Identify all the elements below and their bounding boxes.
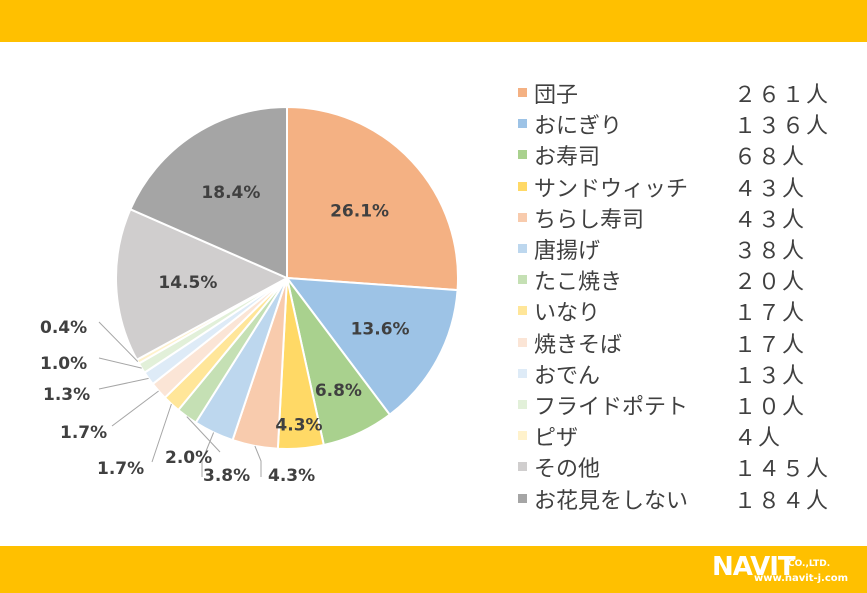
legend-label: フライドポテト — [534, 395, 689, 420]
leader-line — [186, 416, 221, 453]
legend-label: 団子 — [534, 83, 579, 108]
legend-swatch — [518, 493, 527, 503]
legend-count: ３８人 — [734, 239, 807, 264]
legend-count: １８４人 — [734, 488, 831, 514]
pie-slice — [284, 276, 459, 417]
legend-label: お寿司 — [534, 145, 601, 171]
legend-swatch — [518, 212, 527, 222]
leader-line — [151, 403, 172, 463]
legend-item: その他 １４５人 — [518, 450, 858, 483]
legend-item: たこ焼き ２０人 — [518, 263, 858, 296]
leader-line — [254, 445, 262, 477]
slice-percent-label: 1.0% — [40, 354, 87, 374]
legend-count: １０人 — [734, 395, 807, 420]
pie-slice — [286, 105, 459, 292]
legend-item: 団子 ２６１人 — [518, 76, 858, 108]
legend-item: 焼きそば １７人 — [518, 326, 858, 358]
legend-item: フライドポテト １０人 — [518, 388, 858, 420]
slice-percent-label: 13.6% — [351, 320, 410, 340]
slice-percent-label: 6.8% — [315, 381, 362, 401]
legend-swatch — [518, 368, 527, 378]
legend-swatch — [518, 119, 527, 129]
logo-url: www.navit-j.com — [754, 573, 849, 584]
legend-item: お寿司 ６８人 — [518, 138, 858, 171]
slice-percent-label: 14.5% — [158, 273, 217, 293]
legend-count: ４３人 — [734, 207, 807, 233]
slice-percent-label: 0.4% — [40, 318, 87, 338]
legend-item: ピザ ４人 — [518, 419, 858, 452]
pie-slice — [115, 207, 290, 362]
legend-label: 唐揚げ — [534, 239, 601, 264]
navit-logo: NAVIT CO.,LTD. www.navit-j.com — [712, 550, 862, 590]
slice-percent-label: 4.3% — [268, 466, 315, 486]
legend-swatch — [518, 181, 527, 191]
legend-label: その他 — [534, 457, 601, 483]
legend-item: いなり １７人 — [518, 294, 858, 327]
legend-swatch — [518, 275, 527, 285]
legend-item: おにぎり １３６人 — [518, 107, 858, 140]
leader-line — [201, 432, 215, 477]
slice-percent-label: 18.4% — [201, 183, 260, 203]
legend-item: おでん １３人 — [518, 357, 858, 389]
legend-count: １３６人 — [734, 114, 831, 140]
pie-slices — [115, 105, 459, 451]
leader-line — [98, 357, 142, 369]
legend-swatch — [518, 337, 527, 347]
leader-line — [98, 321, 139, 362]
legend-swatch — [518, 400, 527, 409]
logo-text: NAVIT — [712, 552, 796, 582]
legend-label: たこ焼き — [534, 270, 623, 296]
slice-percent-label: 3.8% — [203, 466, 250, 486]
leader-line — [111, 390, 159, 427]
slice-percent-label: 26.1% — [330, 201, 389, 221]
legend-swatch — [518, 88, 527, 97]
top-banner — [0, 0, 867, 42]
slice-percent-label: 2.0% — [165, 448, 212, 468]
slice-percent-label: 4.3% — [275, 416, 322, 436]
legend-label: サンドウィッチ — [534, 176, 689, 202]
legend-count: １４５人 — [734, 457, 831, 483]
legend-count: １７人 — [734, 332, 807, 358]
legend-swatch — [518, 150, 527, 160]
legend-swatch — [518, 306, 527, 316]
logo-suffix: CO.,LTD. — [788, 559, 831, 569]
legend-item: 唐揚げ ３８人 — [518, 232, 858, 264]
legend-label: いなり — [534, 301, 601, 327]
legend-swatch — [518, 431, 527, 441]
legend-count: ４３人 — [734, 176, 807, 202]
legend-label: ピザ — [534, 426, 579, 452]
legend-swatch — [518, 462, 527, 472]
legend-item: サンドウィッチ ４３人 — [518, 170, 858, 202]
legend-item: お花見をしない １８４人 — [518, 482, 858, 514]
legend-label: おにぎり — [534, 114, 623, 140]
slice-percent-label: 1.3% — [43, 385, 90, 405]
leader-line — [98, 377, 149, 390]
legend-label: ちらし寿司 — [534, 207, 645, 233]
legend-label: お花見をしない — [534, 488, 689, 514]
pie-slice — [129, 105, 288, 280]
legend-count: ４人 — [734, 426, 783, 452]
slice-percent-label: 1.7% — [97, 459, 144, 479]
legend-swatch — [518, 244, 527, 253]
bottom-banner — [0, 546, 867, 593]
leader-lines — [98, 321, 262, 477]
legend-count: ２０人 — [734, 270, 807, 296]
percent-labels: 26.1% 13.6% 6.8% 4.3% 4.3% 3.8%2.0% 1.7% 1.7% 1.… — [40, 183, 410, 486]
legend-count: ２６１人 — [734, 83, 831, 108]
legend-label: 焼きそば — [534, 332, 623, 358]
legend-count: １７人 — [734, 301, 807, 327]
legend-label: おでん — [534, 363, 601, 389]
legend-item: ちらし寿司 ４３人 — [518, 201, 858, 233]
legend-count: ６８人 — [734, 145, 807, 171]
legend-count: １３人 — [734, 363, 807, 389]
slice-percent-label: 1.7% — [60, 423, 107, 443]
